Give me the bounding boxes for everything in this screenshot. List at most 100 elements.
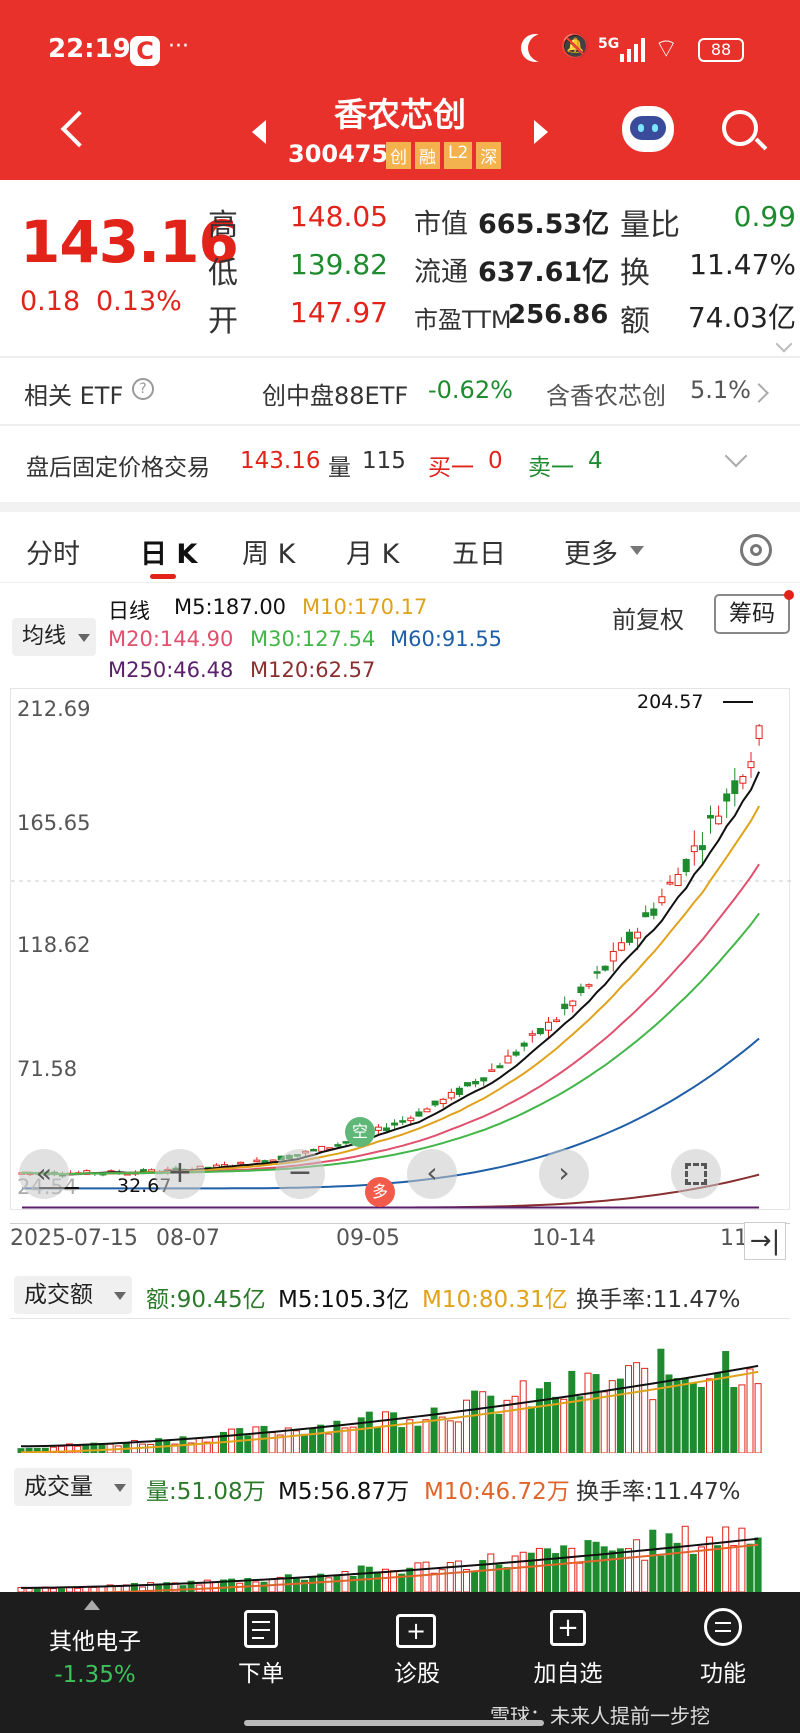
- y-tick: 165.65: [17, 811, 91, 835]
- scroll-left-button[interactable]: ‹: [407, 1149, 457, 1199]
- volume-bar: [560, 1398, 568, 1454]
- candle-body: [731, 780, 739, 794]
- volume-bar: [730, 1545, 738, 1592]
- candle-body: [237, 1161, 245, 1165]
- volume-bar: [422, 1561, 430, 1592]
- volume-bar: [74, 1587, 82, 1592]
- ma5-line: [20, 1537, 759, 1589]
- prev-stock-button[interactable]: [252, 120, 266, 144]
- diagnose-button[interactable]: 诊股: [394, 1661, 440, 1687]
- tab-more[interactable]: 更多: [564, 539, 618, 570]
- volume-selector[interactable]: 成交量: [14, 1468, 132, 1506]
- candle-body: [334, 1144, 342, 1147]
- tab-daily[interactable]: 日 K: [140, 539, 198, 570]
- stock-code: 300475: [288, 140, 389, 168]
- related-etf-row[interactable]: 相关 ETF ? 创中盘88ETF -0.62% 含香农芯创 5.1%: [0, 360, 800, 422]
- back-button[interactable]: [58, 110, 98, 148]
- ma60-label: M60:91.55: [390, 627, 503, 651]
- ma-selector-label: 均线: [22, 624, 67, 649]
- afterhours-row[interactable]: 盘后固定价格交易 143.16 量 115 买一 0 卖一 4: [0, 430, 800, 496]
- function-icon: [704, 1608, 742, 1646]
- volume-bar: [560, 1545, 568, 1592]
- add-watchlist-button[interactable]: 加自选: [533, 1661, 603, 1687]
- x-tick: 2025-07-15: [10, 1226, 138, 1251]
- signal-empty-badge[interactable]: 空: [345, 1117, 375, 1147]
- volume-bar: [714, 1545, 722, 1592]
- volume-bar: [754, 1383, 762, 1454]
- tab-fiveday[interactable]: 五日: [452, 539, 506, 570]
- zoom-in-button[interactable]: +: [155, 1149, 205, 1199]
- ma-selector[interactable]: 均线: [12, 618, 96, 656]
- zoom-out-button[interactable]: «: [19, 1149, 69, 1199]
- candle-body: [383, 1127, 390, 1132]
- tab-monthly[interactable]: 月 K: [346, 539, 400, 570]
- settings-icon[interactable]: [740, 534, 772, 566]
- y-tick: 71.58: [17, 1057, 78, 1081]
- volume-bar: [600, 1391, 608, 1454]
- volume-bar: [463, 1399, 470, 1454]
- divider: [0, 582, 800, 583]
- signal-many-badge[interactable]: 多: [365, 1177, 395, 1207]
- volume-bar: [722, 1526, 730, 1592]
- scroll-right-button[interactable]: ›: [539, 1149, 589, 1199]
- order-button[interactable]: 下单: [238, 1661, 284, 1687]
- volume-bar: [398, 1573, 406, 1592]
- expand-quote-icon[interactable]: [775, 335, 793, 353]
- bottom-toolbar: 其他电子 -1.35% 下单 + 诊股 + 加自选 功能 雪球：未来人提前一步挖: [0, 1592, 800, 1733]
- volume-bar: [706, 1378, 713, 1454]
- open-value: 147.97: [290, 296, 388, 329]
- price-change-pct: 0.13%: [96, 286, 182, 317]
- tab-intraday[interactable]: 分时: [26, 539, 80, 570]
- volume-bar: [730, 1387, 738, 1454]
- amount-label: 额: [620, 304, 650, 339]
- chips-button[interactable]: 筹码: [714, 594, 790, 634]
- candle-body: [536, 1028, 544, 1035]
- divider: [0, 356, 800, 358]
- chevron-right-icon: [749, 383, 769, 403]
- x-axis-ruler: [10, 1210, 790, 1224]
- candle-body: [561, 1003, 569, 1010]
- sector-change: -1.35%: [54, 1662, 136, 1688]
- robot-assistant-icon[interactable]: [622, 106, 674, 152]
- tab-weekly[interactable]: 周 K: [242, 539, 296, 570]
- volume-bar: [503, 1399, 511, 1454]
- candle-body: [253, 1159, 261, 1163]
- function-button[interactable]: 功能: [700, 1661, 746, 1687]
- fullscreen-button[interactable]: [671, 1149, 721, 1199]
- network-label: 5G: [598, 36, 620, 52]
- sector-expand-icon[interactable]: [84, 1600, 100, 1610]
- candle-body: [601, 965, 609, 971]
- volume-bar: [681, 1377, 689, 1454]
- volume-bar: [98, 1443, 106, 1454]
- volume-bar: [398, 1427, 406, 1454]
- candle-body: [674, 874, 682, 887]
- search-icon[interactable]: [722, 110, 768, 151]
- volume-bar: [641, 1367, 649, 1454]
- volume-value: 量:51.08万: [146, 1479, 266, 1505]
- candle-body: [455, 1087, 463, 1095]
- afterhours-vol-label: 量: [328, 455, 351, 481]
- volume-bar: [463, 1569, 470, 1592]
- minus-button[interactable]: −: [275, 1149, 325, 1199]
- volume-bar: [552, 1396, 560, 1454]
- volume-bar: [438, 1416, 446, 1454]
- volume-bar: [454, 1421, 462, 1454]
- max-arrow-icon: [723, 701, 753, 703]
- adjust-label[interactable]: 前复权: [612, 606, 684, 634]
- badge-chuang: 创: [386, 142, 411, 169]
- candle-body: [617, 942, 625, 951]
- volume-bar: [365, 1411, 373, 1454]
- badge-l2: L2: [444, 142, 473, 169]
- help-icon[interactable]: ?: [132, 378, 154, 400]
- afterhours-price: 143.16: [240, 448, 321, 474]
- jump-latest-button[interactable]: →|: [744, 1222, 786, 1260]
- kline-chart[interactable]: 212.69 165.65 118.62 71.58 24.54 204.57 …: [10, 688, 791, 1210]
- turnover-selector[interactable]: 成交额: [14, 1276, 132, 1314]
- volume-bar: [738, 1527, 746, 1592]
- next-stock-button[interactable]: [534, 120, 548, 144]
- volume-bar: [616, 1378, 624, 1454]
- volume-selector-label: 成交量: [24, 1474, 93, 1500]
- signal-icon: [620, 38, 646, 62]
- sector-name[interactable]: 其他电子: [49, 1629, 141, 1655]
- x-tick: 08-07: [156, 1226, 220, 1251]
